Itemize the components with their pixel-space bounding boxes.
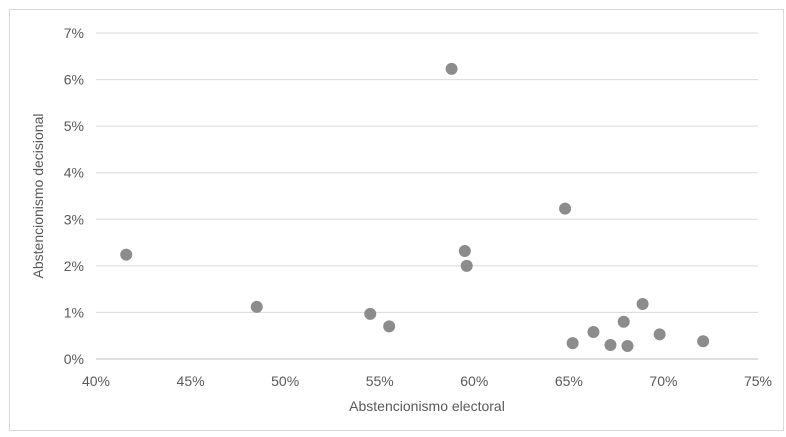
x-tick-label: 55%: [366, 373, 394, 389]
x-axis-label: Abstencionismo electoral: [349, 398, 505, 414]
x-tick-label: 65%: [555, 373, 583, 389]
y-tick-label: 0%: [64, 351, 84, 367]
y-axis-ticks: 0% 1% 2% 3% 4% 5% 6% 7%: [64, 25, 84, 367]
y-tick-label: 6%: [64, 72, 84, 88]
data-point: [636, 298, 649, 311]
data-point: [617, 315, 630, 328]
y-tick-label: 7%: [64, 25, 84, 41]
data-point: [621, 339, 634, 352]
scatter-chart: 0% 1% 2% 3% 4% 5% 6% 7% 40% 45% 50% 55% 60% 65% 70% 75…: [30, 25, 772, 414]
data-point: [653, 328, 666, 341]
data-point: [458, 244, 471, 257]
data-point: [697, 335, 710, 348]
data-point: [587, 325, 600, 338]
y-tick-label: 2%: [64, 258, 84, 274]
y-tick-label: 3%: [64, 211, 84, 227]
data-point: [559, 202, 572, 215]
chart-frame: 0% 1% 2% 3% 4% 5% 6% 7% 40% 45% 50% 55% 60% 65% 70% 75…: [9, 9, 784, 431]
x-tick-label: 50%: [271, 373, 299, 389]
data-point: [604, 339, 617, 352]
data-point: [566, 337, 579, 350]
data-point: [445, 62, 458, 75]
data-point: [120, 248, 133, 261]
data-point: [364, 307, 377, 320]
y-tick-label: 1%: [64, 304, 84, 320]
y-tick-label: 5%: [64, 118, 84, 134]
x-tick-label: 45%: [177, 373, 205, 389]
x-axis-ticks: 40% 45% 50% 55% 60% 65% 70% 75%: [82, 373, 772, 389]
x-tick-label: 60%: [460, 373, 488, 389]
data-point: [460, 259, 473, 272]
x-tick-label: 75%: [744, 373, 772, 389]
x-tick-label: 40%: [82, 373, 110, 389]
x-tick-label: 70%: [649, 373, 677, 389]
data-point: [250, 300, 263, 313]
gridlines: [96, 32, 758, 360]
y-axis-label: Abstencionismo decisional: [30, 114, 46, 279]
data-point: [383, 320, 396, 333]
data-points: [120, 62, 710, 352]
y-tick-label: 4%: [64, 165, 84, 181]
